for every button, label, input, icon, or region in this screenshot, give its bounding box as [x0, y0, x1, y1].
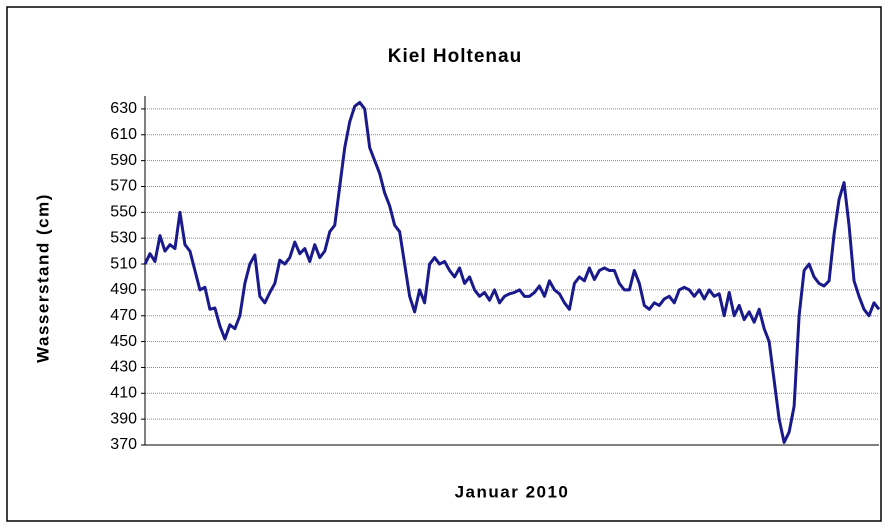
- y-tick-label: 550: [110, 204, 137, 221]
- y-tick-label: 470: [110, 307, 137, 324]
- y-tick-label: 430: [110, 359, 137, 376]
- y-tick-label: 570: [110, 178, 137, 195]
- y-axis-title: Wasserstand (cm): [33, 193, 52, 363]
- y-tick-label: 510: [110, 255, 137, 272]
- y-tick-label: 370: [110, 436, 137, 453]
- y-tick-label: 630: [110, 100, 137, 117]
- data-line: [143, 100, 881, 444]
- y-tick-label: 530: [110, 229, 137, 246]
- y-tick-label: 490: [110, 281, 137, 298]
- y-tick-label: 410: [110, 385, 137, 402]
- y-tick-label: 390: [110, 410, 137, 427]
- y-tick-label: 590: [110, 152, 137, 169]
- chart-title: Kiel Holtenau: [388, 46, 522, 67]
- y-tick-label: 450: [110, 333, 137, 350]
- y-tick-label: 610: [110, 126, 137, 143]
- x-axis-title: Januar 2010: [455, 482, 570, 501]
